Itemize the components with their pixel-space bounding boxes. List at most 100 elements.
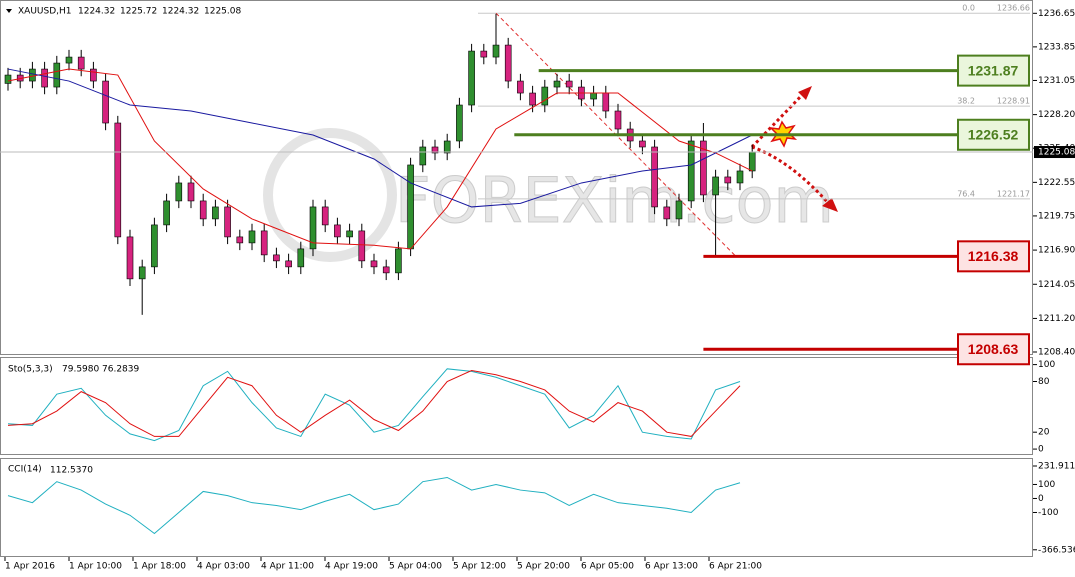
candle-body xyxy=(687,140,695,202)
x-tick-label: 5 Apr 12:00 xyxy=(453,562,506,572)
candle-body xyxy=(614,110,622,130)
x-tick-label: 1 Apr 2016 xyxy=(5,562,55,572)
candle-body xyxy=(297,248,305,268)
x-tick-label: 5 Apr 04:00 xyxy=(389,562,442,572)
price-box xyxy=(1034,146,1075,159)
candle-body xyxy=(651,146,658,208)
level-label: 1216.38 xyxy=(968,248,1019,264)
candle-body xyxy=(468,50,475,106)
level-box xyxy=(957,240,1030,273)
y-tick-label: 1222.55 xyxy=(1038,178,1075,188)
arrow-up xyxy=(750,90,807,149)
candle-body xyxy=(248,230,256,244)
fibo-price: 1236.66 xyxy=(997,4,1030,13)
candle-body xyxy=(285,260,292,268)
y-tick-label: 1208.40 xyxy=(1038,348,1075,358)
candle-body xyxy=(236,236,244,244)
stoch-panel xyxy=(0,357,1033,455)
fibo-ratio: 38.2 xyxy=(957,97,975,106)
y-tick-label: 1233.85 xyxy=(1038,42,1075,52)
candle-body xyxy=(260,230,268,256)
candle-body xyxy=(553,80,561,88)
candle-body xyxy=(151,224,158,268)
stoch-line xyxy=(7,368,741,442)
watermark-ring xyxy=(263,128,397,262)
fibo-price: 1221.17 xyxy=(997,189,1030,198)
fibo-price: 1228.91 xyxy=(997,97,1030,106)
candle-body xyxy=(224,206,231,238)
x-tick-label: 6 Apr 05:00 xyxy=(581,562,634,572)
candle-body xyxy=(309,206,317,250)
arrow-down xyxy=(751,145,832,206)
candle-body xyxy=(346,230,353,238)
candle-body xyxy=(175,182,183,202)
candle-body xyxy=(41,68,48,88)
candle-body xyxy=(273,254,280,262)
candle-body xyxy=(700,140,707,196)
candle-body xyxy=(565,80,573,88)
x-tick-label: 4 Apr 19:00 xyxy=(325,562,378,572)
candle-body xyxy=(114,122,122,238)
candle-body xyxy=(395,248,402,274)
level-label: 1226.52 xyxy=(968,126,1019,142)
y-tick-label: 231.911 xyxy=(1038,461,1075,471)
y-tick-label: 100 xyxy=(1038,360,1055,370)
x-tick-label: 6 Apr 13:00 xyxy=(645,562,698,572)
candle-body xyxy=(138,266,146,280)
candle-body xyxy=(639,140,646,148)
candle-body xyxy=(529,92,536,106)
fibo-ratio: 0.0 xyxy=(962,4,975,13)
arrowhead xyxy=(822,198,838,212)
symbol: XAUUSD,H1 xyxy=(18,7,72,17)
ohlc-value: 1225.08 xyxy=(204,7,241,17)
candle-body xyxy=(480,50,488,58)
candle-body xyxy=(736,170,744,184)
candle-body xyxy=(65,56,73,64)
candle-body xyxy=(187,182,195,202)
price-label: 1225.08 xyxy=(1038,148,1075,158)
candle-body xyxy=(358,230,366,262)
menu-arrow xyxy=(6,9,12,13)
candle-body xyxy=(4,74,12,84)
candle-body xyxy=(517,80,524,94)
candle-body xyxy=(370,260,378,268)
moving-average xyxy=(7,68,753,208)
candle-body xyxy=(199,200,207,220)
candle-body xyxy=(53,62,61,88)
fibo-ratio: 76.4 xyxy=(957,189,975,198)
candle-body xyxy=(504,44,512,82)
candle-body xyxy=(29,68,36,82)
moving-average xyxy=(7,68,753,250)
candle-body xyxy=(321,206,329,226)
y-tick-label: 1231.05 xyxy=(1038,76,1075,86)
candle-body xyxy=(419,146,427,166)
reading: 112.5370 xyxy=(50,466,93,476)
candle-body xyxy=(77,56,85,70)
level-label: 1231.87 xyxy=(968,62,1019,78)
candle-body xyxy=(431,146,439,154)
level-label: 1208.63 xyxy=(968,341,1019,357)
x-tick-label: 5 Apr 20:00 xyxy=(517,562,570,572)
y-tick-label: 20 xyxy=(1038,428,1050,438)
y-tick-label: 1214.05 xyxy=(1038,280,1075,290)
y-tick-label: 0 xyxy=(1038,494,1044,504)
y-tick-label: 1211.20 xyxy=(1038,314,1075,324)
stoch-line xyxy=(7,369,741,437)
y-tick-label: -100 xyxy=(1038,508,1059,518)
candle-body xyxy=(590,92,597,100)
y-tick-label: 1219.75 xyxy=(1038,211,1075,221)
ohlc-value: 1224.32 xyxy=(78,7,115,17)
main-panel xyxy=(0,0,1033,355)
candle-body xyxy=(407,164,414,250)
y-tick-label: 1228.20 xyxy=(1038,110,1075,120)
candle-body xyxy=(126,236,134,280)
candle-body xyxy=(663,206,671,220)
x-tick-label: 4 Apr 03:00 xyxy=(197,562,250,572)
arrowhead xyxy=(798,86,812,100)
ohlc-value: 1224.32 xyxy=(162,7,199,17)
x-tick-label: 1 Apr 18:00 xyxy=(133,562,186,572)
candle-body xyxy=(492,44,500,58)
y-tick-label: 100 xyxy=(1038,480,1055,490)
